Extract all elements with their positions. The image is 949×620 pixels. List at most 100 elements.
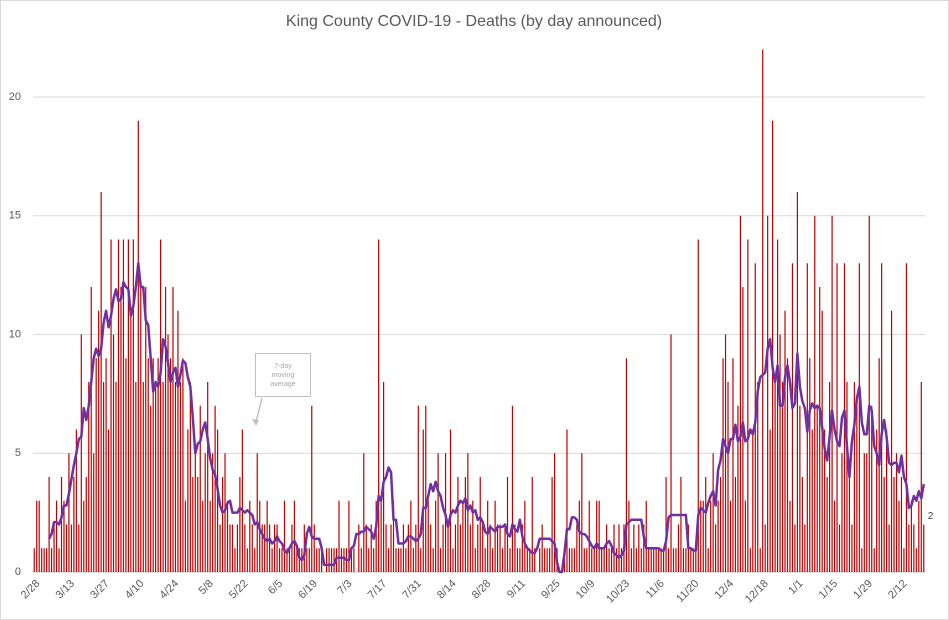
bar — [618, 524, 620, 572]
bar — [184, 500, 186, 572]
bar — [164, 287, 167, 572]
bar — [269, 524, 271, 572]
bar — [179, 382, 182, 572]
bar — [633, 524, 635, 572]
bar — [78, 524, 80, 572]
bar — [224, 453, 226, 572]
bar — [858, 263, 860, 572]
bar — [477, 524, 479, 572]
bar — [707, 548, 709, 572]
bar — [278, 548, 281, 572]
bar — [358, 524, 360, 572]
bar — [789, 500, 791, 572]
bar — [722, 358, 724, 572]
bar — [667, 548, 670, 572]
bar — [214, 405, 216, 572]
bar — [913, 524, 915, 572]
bar — [120, 287, 122, 572]
bar — [125, 358, 127, 572]
bar — [207, 382, 209, 572]
bar — [383, 382, 385, 572]
bar — [449, 429, 452, 572]
bar — [836, 263, 838, 572]
bar — [474, 548, 476, 572]
bar — [311, 405, 313, 572]
bar — [209, 500, 211, 572]
bar — [776, 239, 779, 572]
bar — [103, 382, 105, 572]
bar — [326, 548, 328, 572]
bar — [160, 239, 162, 572]
bar — [568, 548, 571, 572]
bar — [370, 524, 372, 572]
bar — [578, 500, 580, 572]
bar — [420, 548, 422, 572]
bar — [571, 548, 573, 572]
bar — [496, 524, 499, 572]
bar — [772, 120, 774, 572]
bar — [182, 358, 184, 572]
bar — [152, 358, 154, 572]
moving-average-line — [48, 262, 925, 574]
bar — [80, 334, 82, 572]
bar — [432, 548, 434, 572]
bar — [712, 453, 714, 572]
bar — [529, 548, 531, 572]
bar — [467, 453, 469, 572]
bar — [677, 524, 680, 572]
bar — [920, 382, 922, 572]
bar — [249, 500, 251, 572]
bar — [628, 500, 630, 572]
bar — [234, 548, 236, 572]
bar — [328, 548, 330, 572]
bar — [494, 500, 496, 572]
bar — [918, 500, 920, 572]
bar — [831, 215, 833, 572]
bar — [576, 524, 578, 572]
bar — [801, 477, 803, 572]
bar — [454, 524, 457, 572]
bar — [194, 453, 196, 572]
bar — [519, 548, 521, 572]
bar — [469, 524, 471, 572]
bar — [757, 382, 759, 572]
bar — [350, 548, 352, 572]
bar — [608, 548, 610, 572]
bar — [147, 358, 149, 572]
bar — [70, 524, 73, 572]
bar — [273, 524, 276, 572]
bar — [378, 239, 380, 572]
bar — [132, 239, 134, 572]
bar — [923, 524, 925, 572]
bar — [169, 358, 172, 572]
bar — [910, 500, 912, 572]
bar — [630, 548, 632, 572]
bar — [189, 382, 191, 572]
bar — [752, 429, 754, 572]
bar — [353, 548, 355, 572]
bar — [672, 548, 675, 572]
bar — [655, 548, 657, 572]
annotation: 7-day moving average — [255, 353, 311, 397]
bar — [395, 548, 397, 572]
bar — [397, 548, 400, 572]
bar — [487, 500, 489, 572]
bar — [241, 429, 243, 572]
bar — [271, 548, 273, 572]
bar — [41, 548, 43, 572]
bar — [665, 477, 667, 572]
bar — [816, 405, 818, 572]
bar — [95, 358, 97, 572]
bar — [484, 548, 486, 572]
bar — [501, 548, 504, 572]
bar — [888, 524, 890, 572]
bar — [313, 524, 315, 572]
bar — [333, 548, 335, 572]
bar — [308, 548, 310, 572]
bar — [38, 500, 40, 572]
bar — [212, 453, 214, 572]
bar — [192, 477, 194, 572]
bar — [903, 548, 905, 572]
bar — [221, 477, 224, 572]
bar — [130, 310, 132, 572]
